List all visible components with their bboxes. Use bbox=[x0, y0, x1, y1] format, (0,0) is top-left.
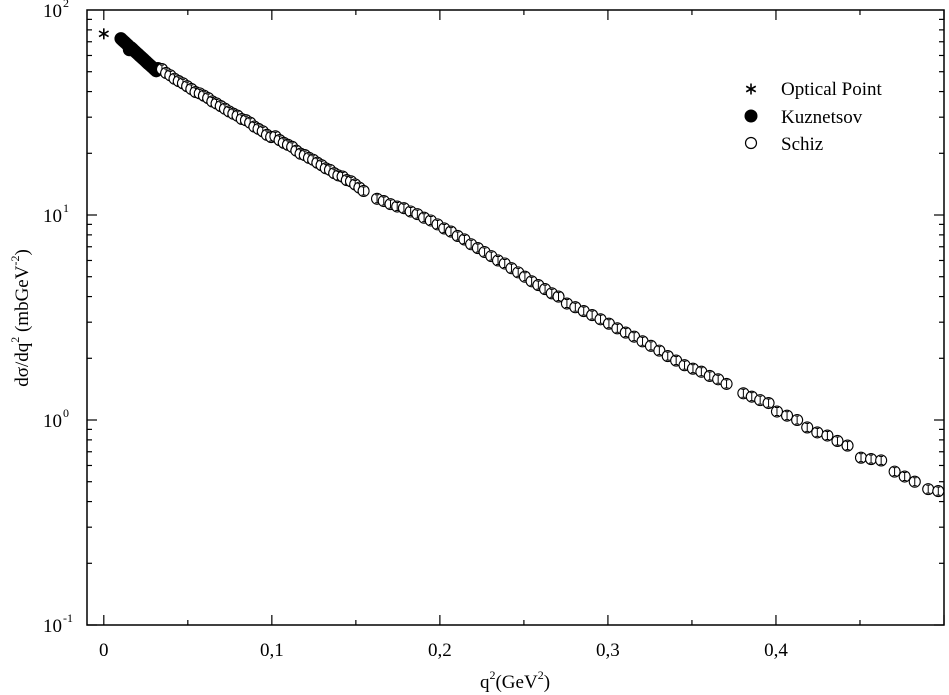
x-tick-label: 0,4 bbox=[764, 640, 788, 661]
legend-optical-label: Optical Point bbox=[781, 79, 883, 100]
schiz-point bbox=[888, 465, 901, 478]
schiz-point bbox=[569, 301, 582, 314]
schiz-point bbox=[932, 485, 945, 498]
y-tick-label: 10 bbox=[43, 411, 62, 432]
schiz-point bbox=[801, 421, 814, 434]
legend-optical-marker bbox=[745, 83, 757, 95]
legend-schiz-label: Schiz bbox=[781, 134, 823, 155]
x-tick-labels: 0 0,1 0,2 0,3 0,4 bbox=[99, 640, 788, 661]
y-tick-label: 10 bbox=[43, 616, 62, 637]
schiz-point bbox=[791, 413, 804, 427]
star-stroke bbox=[745, 85, 757, 93]
x-tick-label: 0,3 bbox=[596, 640, 620, 661]
x-axis-label-sup2: 2 bbox=[538, 668, 544, 682]
schiz-point bbox=[831, 434, 844, 448]
y-tick-exponent: -1 bbox=[63, 611, 73, 625]
schiz-point bbox=[552, 290, 565, 303]
y-axis-label-c: ) bbox=[12, 249, 33, 255]
y-axis-label-sup1: 2 bbox=[8, 337, 22, 343]
x-axis-label: q2(GeV2) bbox=[480, 668, 550, 693]
x-axis-label-end: ) bbox=[544, 672, 550, 693]
schiz-point bbox=[781, 409, 794, 422]
y-tick-exponent: 2 bbox=[63, 0, 69, 10]
star-stroke bbox=[98, 30, 109, 38]
x-axis-label-mid: (GeV bbox=[495, 672, 537, 693]
legend: Optical Point Kuznetsov Schiz bbox=[744, 79, 883, 155]
y-axis-label: dσ/dq2 (mbGeV-2) bbox=[8, 249, 33, 387]
schiz-point bbox=[841, 439, 854, 452]
schiz-point bbox=[875, 454, 888, 467]
y-axis-label-sup2: -2 bbox=[8, 256, 22, 266]
legend-schiz-marker bbox=[744, 136, 758, 150]
y-tick-exponent: 0 bbox=[63, 406, 69, 420]
schiz-point bbox=[720, 377, 733, 390]
schiz-point bbox=[922, 483, 935, 496]
plot-frame bbox=[86, 9, 945, 626]
x-tick-label: 0,2 bbox=[428, 640, 452, 661]
schiz-point bbox=[821, 429, 834, 442]
axis-ticks bbox=[87, 10, 945, 626]
schiz-point bbox=[478, 245, 491, 259]
schiz-point bbox=[898, 470, 911, 483]
schiz-point bbox=[811, 426, 824, 439]
schiz-point bbox=[770, 405, 784, 418]
optical-point-marker bbox=[98, 28, 109, 40]
y-axis-label-a: dσ/dq bbox=[12, 342, 33, 387]
x-tick-label: 0 bbox=[99, 640, 109, 661]
y-tick-label: 10 bbox=[43, 206, 62, 227]
x-axis-label-sup: 2 bbox=[489, 668, 495, 682]
schiz-point bbox=[762, 396, 775, 410]
legend-kuznetsov-label: Kuznetsov bbox=[781, 107, 863, 128]
x-tick-label: 0,1 bbox=[260, 640, 284, 661]
x-axis-label-base: q bbox=[480, 672, 490, 693]
schiz-point bbox=[865, 452, 878, 466]
legend-kuznetsov-marker bbox=[744, 109, 758, 123]
schiz-point bbox=[357, 184, 370, 198]
y-tick-label: 10 bbox=[43, 1, 62, 22]
y-axis-label-b: (mbGeV bbox=[12, 265, 33, 337]
schiz-point bbox=[653, 344, 666, 357]
star-icon bbox=[745, 83, 757, 95]
data-points bbox=[98, 28, 945, 498]
y-tick-exponent: 1 bbox=[63, 201, 69, 215]
schiz-point bbox=[908, 475, 921, 488]
schiz-point bbox=[854, 451, 868, 464]
